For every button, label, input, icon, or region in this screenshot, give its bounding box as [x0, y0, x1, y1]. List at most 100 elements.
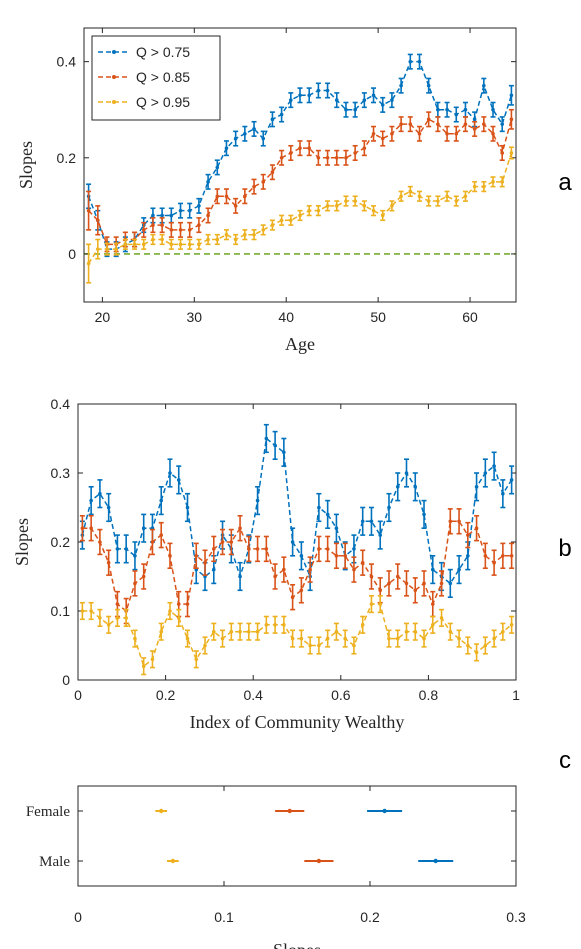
data-point — [178, 208, 183, 213]
data-point — [206, 237, 210, 242]
data-point — [247, 547, 251, 551]
data-point — [159, 629, 164, 634]
data-point — [463, 194, 468, 199]
data-point — [279, 218, 284, 223]
data-point — [220, 636, 225, 641]
data-point — [369, 602, 374, 606]
data-point — [211, 629, 216, 634]
x-axis-label: Age — [285, 334, 315, 354]
x-tick-label: 50 — [370, 309, 386, 325]
data-point — [466, 533, 470, 537]
x-axis-label: Slopes — [273, 940, 321, 949]
data-point — [448, 519, 453, 524]
data-point — [445, 131, 449, 136]
data-point — [454, 199, 459, 203]
data-point — [482, 122, 486, 126]
panel-letter-c: c — [559, 747, 571, 774]
data-point — [463, 122, 468, 126]
data-point — [436, 122, 440, 126]
data-point — [387, 505, 391, 510]
x-tick-label: 0 — [74, 909, 82, 925]
data-point — [264, 436, 269, 441]
data-point — [211, 547, 216, 551]
x-tick-label: 0.2 — [156, 687, 176, 703]
data-point — [501, 629, 505, 634]
data-point — [422, 636, 426, 641]
data-point — [132, 242, 137, 247]
legend-entry-q075: Q > 0.75 — [136, 44, 190, 60]
data-point — [472, 127, 477, 131]
data-point — [426, 199, 431, 203]
data-point — [168, 609, 172, 613]
data-point — [176, 478, 181, 482]
data-point — [176, 602, 181, 606]
data-point — [141, 228, 146, 232]
data-point — [325, 204, 330, 208]
data-point — [334, 629, 339, 634]
data-point — [169, 242, 174, 247]
data-point — [509, 478, 514, 482]
data-point — [252, 232, 256, 237]
data-point — [95, 218, 100, 223]
data-point — [472, 117, 477, 122]
x-tick-label: 60 — [462, 309, 478, 325]
data-point — [353, 151, 357, 155]
data-point — [491, 131, 495, 136]
y-tick-label: 0 — [62, 672, 70, 688]
data-point — [243, 131, 247, 136]
data-point — [463, 107, 468, 112]
data-point — [317, 547, 321, 551]
data-point — [185, 505, 190, 510]
data-point — [390, 131, 394, 136]
data-point — [243, 232, 247, 237]
data-point — [150, 657, 155, 662]
data-point — [430, 623, 435, 627]
data-point — [229, 629, 234, 634]
data-point — [404, 581, 409, 586]
data-point — [224, 146, 229, 150]
data-point — [483, 643, 488, 648]
data-point — [261, 136, 266, 141]
y-tick-label: 0.1 — [51, 603, 71, 619]
data-point — [307, 208, 311, 213]
data-point — [483, 471, 488, 475]
data-point — [299, 588, 304, 593]
data-point — [203, 560, 207, 565]
data-point — [247, 629, 251, 634]
data-point — [176, 616, 181, 620]
data-point — [185, 602, 190, 606]
data-point — [413, 588, 418, 593]
data-point — [243, 194, 247, 199]
data-point — [224, 194, 229, 199]
data-point — [80, 609, 85, 613]
data-point — [289, 218, 293, 223]
data-point — [203, 643, 207, 648]
legend-entry-q095: Q > 0.95 — [136, 94, 190, 110]
data-point — [261, 228, 266, 232]
legend-marker-q075 — [112, 50, 116, 54]
series-q075 — [86, 53, 514, 258]
data-point — [252, 127, 256, 131]
data-point — [353, 107, 357, 112]
data-point — [360, 623, 365, 627]
data-point — [325, 88, 330, 93]
data-point — [308, 643, 312, 648]
data-point — [270, 223, 275, 227]
data-point — [141, 664, 146, 668]
data-point — [334, 98, 339, 102]
data-point — [344, 155, 348, 160]
data-point — [334, 554, 339, 558]
data-point — [115, 616, 120, 620]
data-point — [178, 228, 183, 232]
data-point — [395, 574, 400, 579]
data-point — [289, 151, 293, 155]
data-point — [141, 574, 146, 579]
data-point — [115, 547, 120, 551]
x-tick-label: 1 — [512, 687, 520, 703]
data-point — [273, 623, 277, 627]
data-point — [378, 533, 383, 537]
data-point — [436, 199, 440, 203]
data-point — [316, 88, 321, 93]
data-point — [106, 505, 111, 510]
series-line — [82, 520, 512, 613]
